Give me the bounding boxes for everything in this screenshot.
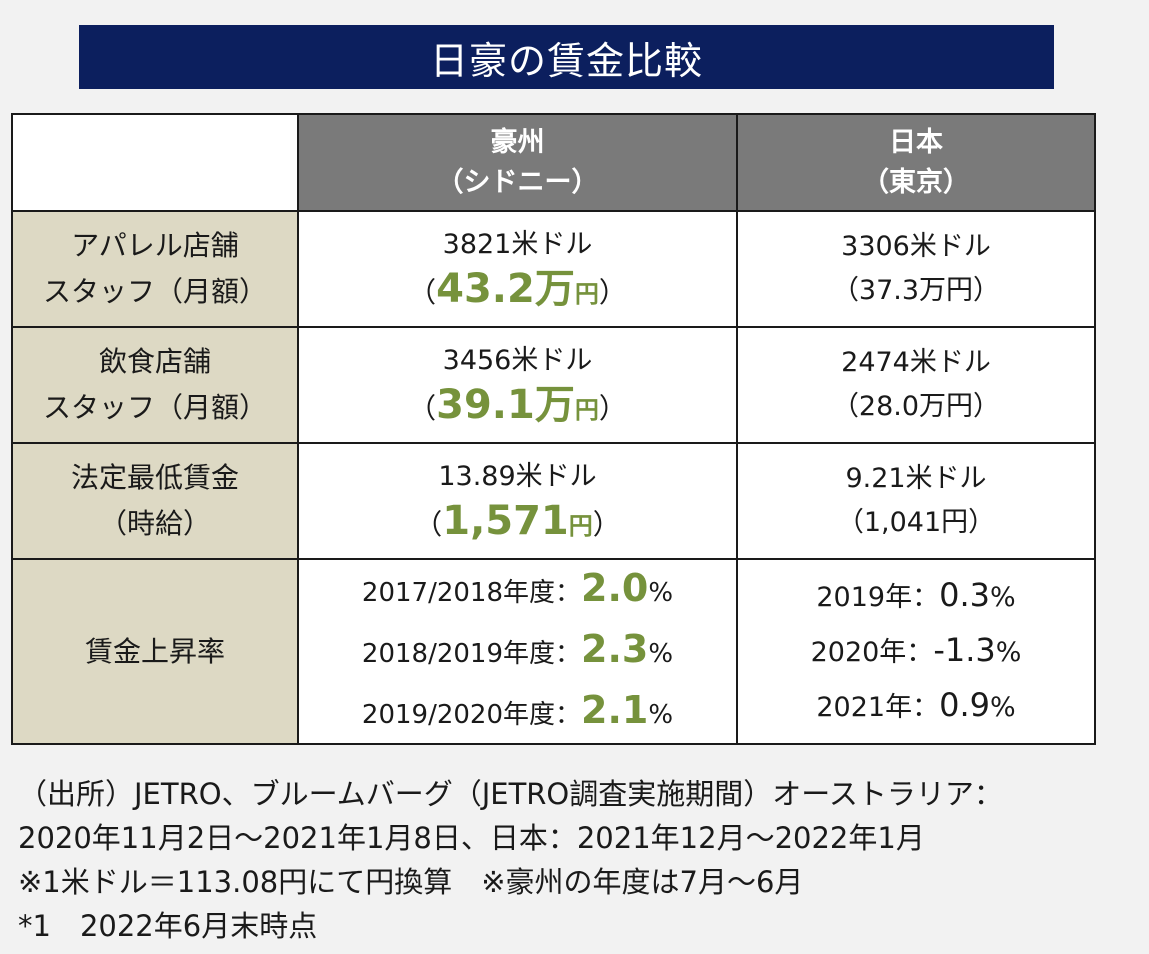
column-header-sublabel: （シドニー） [436,166,599,198]
au-growth-line: 2019/2020年度：2.1% [299,682,736,743]
table-header-row: 豪州 （シドニー） 日本 （東京） [11,113,1096,212]
jp-jpy-value: （1,041円） [836,507,996,538]
growth-period: 2018/2019年度： [361,639,582,669]
row-label: アパレル店舗 [71,229,239,262]
header-corner-cell [11,113,299,212]
jp-growth-line: 2019年：0.3% [738,569,1094,624]
jp-usd-value: 3306米ドル [841,231,991,262]
table-row: 飲食店舗 スタッフ（月額） 3456米ドル （39.1万円） 2474米ドル （… [11,326,1096,444]
au-apparel-cell: 3821米ドル （43.2万円） [297,210,738,328]
note-line: （出所）JETRO、ブルームバーグ（JETRO調査実施期間）オーストラリア： [18,777,1003,811]
au-usd-value: 3821米ドル [442,228,593,260]
source-notes: （出所）JETRO、ブルームバーグ（JETRO調査実施期間）オーストラリア： 2… [18,772,1143,948]
au-growth-line: 2017/2018年度：2.0% [299,560,736,621]
paren: ） [592,507,621,541]
jpy-unit: 円 [574,395,599,424]
note-line: ※1米ドル＝113.08円にて円換算 ※豪州の年度は7月～6月 [18,865,804,899]
jp-growth-line: 2020年：-1.3% [738,624,1094,679]
au-jpy-value: （43.2万円） [299,267,736,316]
percent-sign: % [648,700,674,730]
row-header-minimum-wage: 法定最低賃金 （時給） [11,442,299,560]
jp-growth-line: 2021年：0.9% [738,679,1094,734]
growth-period: 2017/2018年度： [361,578,582,608]
percent-sign: % [995,637,1022,668]
jpy-amount: 1,571 [442,497,569,544]
note-line: *1 2022年6月末時点 [18,909,318,943]
row-sublabel: スタッフ（月額） [42,275,267,308]
page-title: 日豪の賃金比較 [79,25,1054,89]
jp-minimum-wage-cell: 9.21米ドル （1,041円） [736,442,1096,560]
row-sublabel: スタッフ（月額） [42,391,267,424]
growth-value: 0.9 [939,686,990,724]
column-header-australia: 豪州 （シドニー） [297,113,738,212]
row-label: 賃金上昇率 [84,634,225,668]
percent-sign: % [648,578,674,608]
jpy-amount: 39.1万 [436,381,575,428]
au-minimum-wage-cell: 13.89米ドル （1,571円） [297,442,738,560]
row-sublabel: （時給） [98,507,211,540]
au-jpy-value: （1,571円） [299,499,736,548]
au-usd-value: 13.89米ドル [438,460,597,492]
row-label: 法定最低賃金 [70,461,239,494]
row-label: 飲食店舗 [98,345,211,378]
growth-period: 2019/2020年度： [361,700,582,730]
jp-jpy-value: （28.0万円） [831,391,1001,422]
paren: （ [408,391,437,425]
paren: （ [408,275,437,309]
wage-comparison-table: 豪州 （シドニー） 日本 （東京） アパレル店舗 スタッフ（月額） 3821米ド… [11,113,1096,745]
paren: ） [598,275,627,309]
growth-period: 2021年： [816,692,940,723]
jp-apparel-cell: 3306米ドル （37.3万円） [736,210,1096,328]
jpy-unit: 円 [574,279,599,308]
column-header-label: 日本 [889,126,943,158]
percent-sign: % [989,692,1016,723]
jp-usd-value: 9.21米ドル [845,463,987,494]
au-restaurant-cell: 3456米ドル （39.1万円） [297,326,738,444]
jp-jpy-value: （37.3万円） [831,275,1001,306]
percent-sign: % [989,582,1016,613]
growth-period: 2020年： [810,637,934,668]
table-row: アパレル店舗 スタッフ（月額） 3821米ドル （43.2万円） 3306米ドル… [11,210,1096,328]
jp-usd-value: 2474米ドル [841,347,991,378]
growth-value: 2.1 [581,688,649,732]
growth-value: 2.0 [581,566,649,610]
column-header-sublabel: （東京） [862,166,970,198]
au-usd-value: 3456米ドル [442,344,593,376]
jpy-amount: 43.2万 [436,265,575,312]
au-growth-line: 2018/2019年度：2.3% [299,621,736,682]
column-header-label: 豪州 [490,126,545,158]
paren: （ [414,507,443,541]
au-jpy-value: （39.1万円） [299,383,736,432]
jp-wage-growth-cell: 2019年：0.3% 2020年：-1.3% 2021年：0.9% [736,558,1096,745]
column-header-japan: 日本 （東京） [736,113,1096,212]
row-header-restaurant: 飲食店舗 スタッフ（月額） [11,326,299,444]
au-wage-growth-cell: 2017/2018年度：2.0% 2018/2019年度：2.3% 2019/2… [297,558,738,745]
jp-restaurant-cell: 2474米ドル （28.0万円） [736,326,1096,444]
jpy-unit: 円 [568,511,593,540]
note-line: 2020年11月2日～2021年1月8日、日本：2021年12月～2022年1月 [18,821,925,855]
table-row: 賃金上昇率 2017/2018年度：2.0% 2018/2019年度：2.3% … [11,558,1096,745]
paren: ） [598,391,627,425]
table-row: 法定最低賃金 （時給） 13.89米ドル （1,571円） 9.21米ドル （1… [11,442,1096,560]
growth-value: 0.3 [939,576,990,614]
percent-sign: % [648,639,674,669]
row-header-apparel: アパレル店舗 スタッフ（月額） [11,210,299,328]
growth-value: -1.3 [933,631,996,669]
row-header-wage-growth: 賃金上昇率 [11,558,299,745]
growth-value: 2.3 [581,627,649,671]
growth-period: 2019年： [816,582,940,613]
